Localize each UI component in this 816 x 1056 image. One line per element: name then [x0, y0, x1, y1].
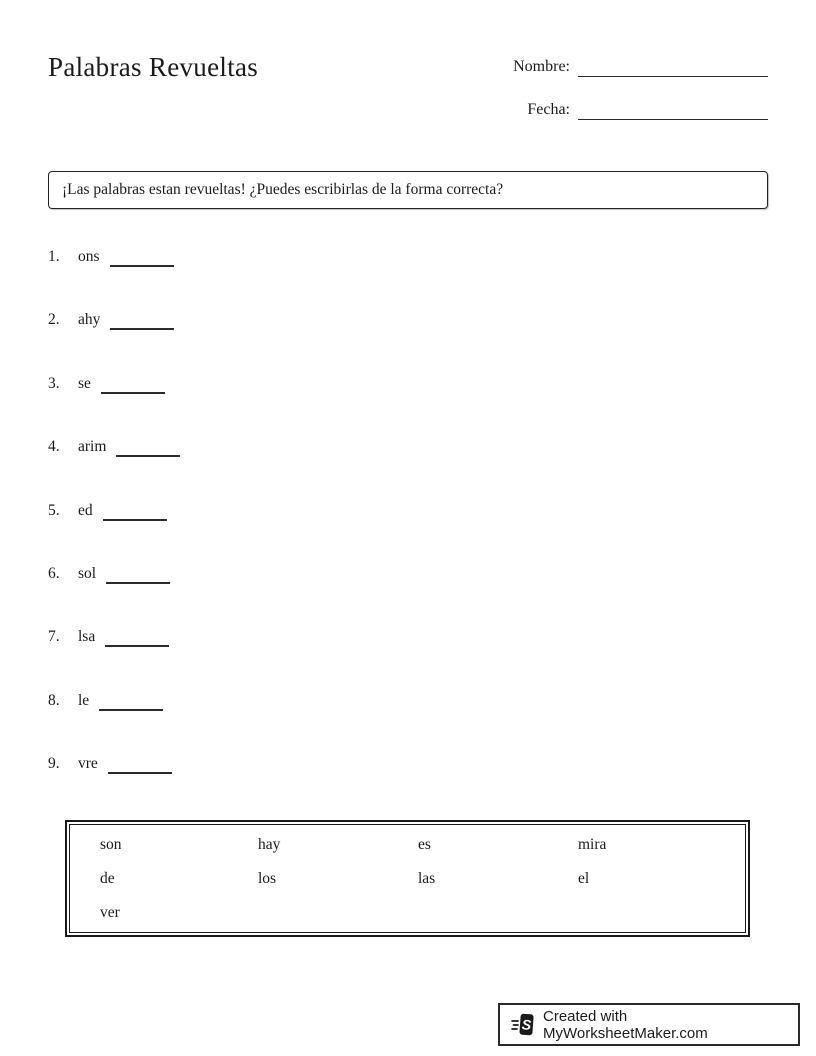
list-item: 6. sol [48, 564, 180, 627]
answer-blank[interactable] [116, 437, 181, 458]
answer-blank[interactable] [110, 310, 175, 331]
answer-blank[interactable] [100, 374, 165, 394]
list-item: 9. vre [48, 754, 180, 817]
word-bank-grid: son hay es mira de los las el ver [69, 824, 746, 933]
scrambled-word: lsa [78, 628, 96, 646]
item-number: 6. [48, 564, 60, 582]
item-number: 2. [48, 311, 60, 329]
answer-blank[interactable] [102, 501, 167, 521]
word-bank-word: mira [578, 836, 607, 853]
item-number: 4. [48, 438, 60, 456]
instructions-box: ¡Las palabras estan revueltas! ¿Puedes e… [48, 171, 768, 209]
scrambled-word: ed [78, 501, 93, 519]
svg-text:S: S [521, 1016, 532, 1033]
word-bank-word: el [578, 870, 590, 887]
name-input-line[interactable] [578, 58, 768, 77]
name-label: Nombre: [513, 58, 570, 75]
word-bank-word: hay [258, 836, 281, 853]
credit-text: Created with MyWorksheetMaker.com [543, 1007, 708, 1042]
scrambled-word: se [78, 374, 91, 392]
scrambled-word-list: 1. ons 2. ahy 3. se 4. arim 5. ed 6. sol [48, 247, 181, 818]
list-item: 3. se [48, 374, 180, 437]
answer-blank[interactable] [105, 627, 170, 648]
answer-blank[interactable] [107, 754, 172, 775]
answer-blank[interactable] [109, 247, 174, 267]
list-item: 5. ed [48, 501, 180, 564]
date-label: Fecha: [527, 101, 570, 118]
word-bank-word: los [258, 870, 277, 887]
item-number: 9. [48, 755, 60, 773]
word-bank-word: ver [100, 904, 120, 921]
scrambled-word: ahy [78, 311, 101, 329]
item-number: 8. [48, 691, 60, 709]
word-bank-box: son hay es mira de los las el ver [65, 820, 750, 937]
answer-blank[interactable] [106, 564, 171, 584]
word-bank-word: son [100, 836, 122, 853]
scrambled-word: le [78, 691, 90, 709]
page-title: Palabras Revueltas [48, 52, 259, 82]
item-number: 1. [48, 248, 60, 265]
list-item: 4. arim [48, 437, 181, 500]
list-item: 7. lsa [48, 627, 180, 690]
scrambled-word: ons [78, 248, 100, 265]
instructions-text: ¡Las palabras estan revueltas! ¿Puedes e… [62, 181, 504, 198]
myworksheetmaker-logo-icon: S [511, 1013, 534, 1035]
word-bank-word: las [418, 870, 436, 887]
scrambled-word: arim [78, 438, 107, 456]
word-bank-word: es [418, 836, 431, 853]
credit-badge: S Created with MyWorksheetMaker.com [498, 1003, 800, 1046]
name-field-row: Nombre: [513, 52, 768, 77]
list-item: 2. ahy [48, 310, 180, 373]
scrambled-word: sol [78, 564, 97, 582]
item-number: 5. [48, 501, 60, 519]
date-input-line[interactable] [578, 101, 768, 120]
scrambled-word: vre [78, 755, 98, 773]
word-bank-word: de [100, 870, 115, 887]
date-field-row: Fecha: [513, 95, 768, 120]
item-number: 3. [48, 374, 60, 392]
answer-blank[interactable] [99, 691, 164, 711]
list-item: 1. ons [48, 247, 180, 310]
list-item: 8. le [48, 691, 180, 754]
item-number: 7. [48, 628, 60, 646]
header-fields: Nombre: Fecha: [513, 52, 768, 138]
